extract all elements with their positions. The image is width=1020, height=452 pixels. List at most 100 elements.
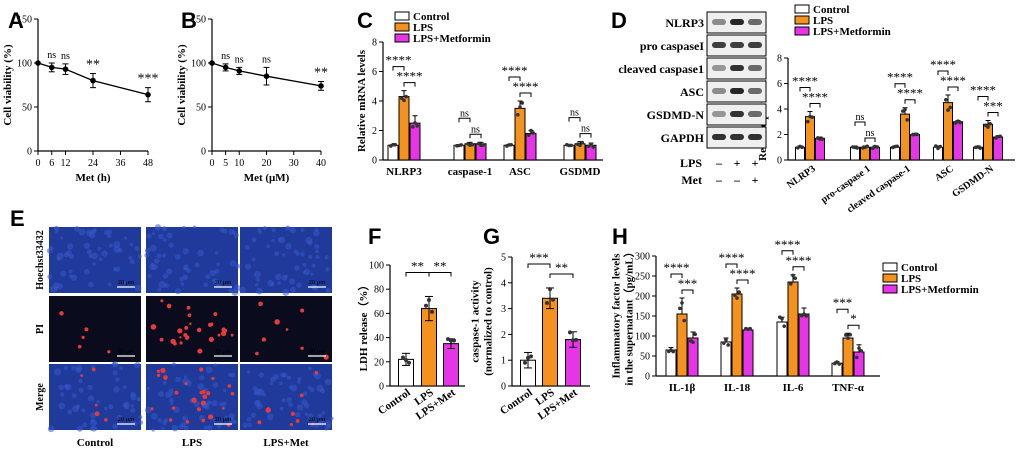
micro-pi-cell <box>211 376 215 381</box>
panel-H-legend-label: Control <box>901 262 937 274</box>
micro-nucleus <box>251 257 256 262</box>
micro-row-label: Hoechst33432 <box>35 230 46 289</box>
micro-nucleus <box>304 403 310 409</box>
micro-nucleus <box>250 412 257 418</box>
micro-nucleus <box>212 278 218 284</box>
micro-pi-cell <box>202 394 208 400</box>
micro-nucleus <box>180 422 187 428</box>
blot-band <box>730 88 744 94</box>
micro-scale-label: 20 μm <box>118 279 135 286</box>
panel-F-replicate-dot <box>452 338 456 343</box>
panel-H-replicate-dot <box>671 349 675 354</box>
micro-nucleus <box>179 276 184 282</box>
panel-C-category-label: ASC <box>509 166 531 178</box>
panel-label: D <box>611 8 627 33</box>
micro-nucleus <box>108 404 114 410</box>
panel-C-y-tick-label: 6 <box>372 67 377 78</box>
micro-nucleus <box>57 283 63 290</box>
micro-pi-cell <box>290 411 296 416</box>
panel-H-y-label: Inflammatory factor levels <box>611 253 623 379</box>
panel-F-sig-ctrl-lps-label: ** <box>411 258 424 273</box>
micro-scale-label: 20 μm <box>309 416 326 423</box>
micro-nucleus <box>146 233 152 239</box>
panel-D-replicate-dot <box>998 134 1002 139</box>
panel-B-x-tick-label: 5 <box>223 158 228 169</box>
panel-C-replicate-dot <box>402 98 406 103</box>
panel-H-bar <box>731 293 743 377</box>
micro-pi-cell <box>265 407 271 413</box>
micro-pi-cell <box>191 397 197 403</box>
panel-A-y-tick-label: 50 <box>22 103 32 114</box>
panel-D-y-tick-label: 2 <box>777 130 782 141</box>
panel-G-replicate-dot <box>523 360 527 365</box>
panel-C-legend-label: LPS+Metformin <box>413 33 491 45</box>
panel-B-x-tick-label: 10 <box>234 158 244 169</box>
blot-band <box>730 42 744 48</box>
panel-G-bar <box>542 297 558 387</box>
micro-nucleus <box>53 368 62 376</box>
micro-scale-label: 20 μm <box>118 416 135 423</box>
micro-nucleus <box>182 248 189 255</box>
micro-pi-cell <box>150 407 154 411</box>
micro-nucleus <box>224 415 228 420</box>
panel-C-legend-label: Control <box>413 11 449 23</box>
panel-H-sig-lps-met-label: **** <box>730 266 756 281</box>
panel-label: H <box>612 224 628 249</box>
micro-scale-label: 20 μm <box>215 416 232 423</box>
micro-nucleus <box>171 362 177 367</box>
panel-C-replicate-dot <box>527 133 531 137</box>
panel-G-y-tick-label: 1 <box>501 356 506 367</box>
micro-nucleus <box>169 397 174 403</box>
panel-G-y-label: (normalized to control) <box>482 267 494 376</box>
micro-pi-cell <box>206 391 211 396</box>
micro-pi-cell <box>185 420 190 424</box>
micro-nucleus <box>92 262 96 266</box>
micro-nucleus <box>315 254 320 260</box>
panel-F-replicate-dot <box>427 297 431 302</box>
micro-nucleus <box>258 372 265 378</box>
panel-H-legend-swatch <box>882 273 898 283</box>
micro-nucleus <box>209 270 216 277</box>
panel-H-replicate-dot <box>782 324 786 328</box>
micro-nucleus <box>197 383 205 390</box>
panel-H-replicate-dot <box>855 355 859 360</box>
panel-C-sig-ctrl-lps-label: ns <box>570 108 579 119</box>
panel-D-sig-lps-met-bracket <box>864 137 876 142</box>
panel-D-bar <box>993 136 1003 161</box>
panel-H-y-tick-label: 200 <box>635 292 650 303</box>
micro-pi-cell <box>285 328 289 331</box>
micro-nucleus <box>266 244 271 249</box>
micro-pi-cell <box>314 370 319 375</box>
panel-A-x-tick-label: 48 <box>143 158 153 169</box>
micro-pi-cell <box>207 322 213 327</box>
micro-nucleus <box>64 383 72 391</box>
micro-pi-cell <box>295 419 300 423</box>
micro-nucleus <box>71 365 76 371</box>
micro-nucleus <box>316 384 324 392</box>
micro-pi-cell <box>196 327 202 333</box>
micro-nucleus <box>134 284 142 292</box>
panel-D-replicate-dot <box>958 120 962 125</box>
panel-F-y-tick-label: 0 <box>379 382 384 393</box>
panel-C-bar <box>453 144 465 161</box>
micro-tile: 20 μm <box>144 362 238 432</box>
panel-G-y-tick-label: 5 <box>501 253 506 264</box>
panel-B-significance: ** <box>314 65 328 80</box>
micro-nucleus <box>182 415 188 422</box>
micro-nucleus <box>150 412 158 420</box>
panel-C-category-label: GSDMD <box>560 166 601 178</box>
micro-nucleus <box>246 416 252 422</box>
micro-nucleus <box>279 381 283 386</box>
micro-pi-cell <box>150 324 157 330</box>
micro-nucleus <box>204 404 210 410</box>
panel-C-sig-ctrl-lps-label: **** <box>386 53 412 68</box>
panel-B-data-point <box>263 73 270 79</box>
micro-nucleus <box>78 228 86 236</box>
panel-D-sig-ctrl-lps-bracket <box>799 87 811 92</box>
micro-pi-cell <box>179 341 183 345</box>
panel-G-y-label: caspase-1 activity <box>470 280 482 363</box>
micro-nucleus <box>312 229 320 237</box>
micro-nucleus <box>304 412 308 417</box>
panel-G-sig-ctrl-lps-bracket <box>527 263 551 268</box>
panel-H-sig-lps-met-label: **** <box>786 253 812 268</box>
